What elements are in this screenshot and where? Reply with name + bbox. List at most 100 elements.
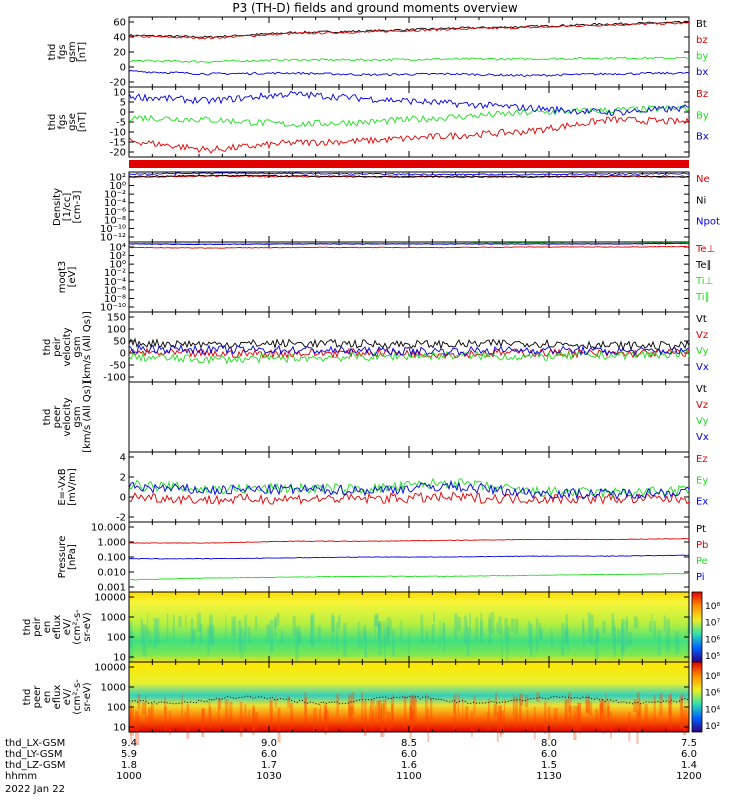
series-Bt (128, 20, 690, 39)
y-tick-label: 5 (120, 98, 126, 109)
spectrogram-texture (429, 697, 433, 720)
spectrogram-texture (498, 616, 502, 634)
y-tick-label: 10000 (94, 593, 126, 604)
series-Te⊥ (128, 245, 689, 249)
y-tick-label: 10⁻² (104, 190, 126, 201)
spectrogram-texture (292, 616, 296, 637)
spectrogram-9 (129, 662, 689, 732)
spectrogram-texture (599, 703, 602, 727)
y-tick-label: 10⁰ (109, 181, 126, 192)
spectrogram-texture (538, 622, 542, 639)
spectrogram-texture (599, 700, 603, 723)
spectrogram-texture (331, 615, 335, 632)
spectrogram-texture (384, 628, 386, 663)
y-tick-label: -15 (110, 138, 126, 149)
spectrogram-texture (610, 711, 612, 739)
spectrogram-texture (469, 613, 471, 640)
legend-Ey: Ey (696, 475, 708, 486)
spectrogram-texture (596, 631, 600, 643)
footer-value: 1130 (536, 771, 562, 782)
spectrogram-texture (320, 704, 322, 730)
spectrogram-texture (651, 613, 653, 632)
spectrogram-texture (466, 627, 470, 657)
spectrogram-texture (633, 699, 638, 712)
spectrogram-texture (275, 695, 277, 708)
spectrogram-texture (585, 630, 587, 645)
y-axis-label: gsm (67, 41, 78, 62)
spectrogram-texture (391, 704, 394, 729)
spectrogram-texture (648, 621, 652, 632)
spectrogram-texture (382, 621, 386, 646)
spectrogram-texture (425, 631, 428, 643)
footer-value: 5.9 (121, 749, 137, 760)
spectrogram-texture (360, 631, 363, 649)
spectrogram-texture (675, 631, 679, 655)
spectrogram-texture (169, 711, 171, 736)
spectrogram-texture (255, 615, 258, 631)
spectrogram-texture (499, 705, 502, 737)
spectrogram-texture (166, 613, 169, 641)
y-axis-label: fgs (57, 44, 68, 59)
series-Bx (128, 90, 690, 117)
spectrogram-texture (217, 698, 220, 732)
y-tick-label: 10² (109, 251, 126, 262)
y-tick-label: 10⁻⁸ (104, 294, 126, 305)
spectrogram-texture (197, 612, 202, 632)
footer-value: 1.5 (541, 760, 557, 771)
series-Pe (129, 572, 690, 581)
spectrogram-texture (199, 624, 203, 643)
spectrogram-texture (679, 695, 683, 729)
y-tick-label: 0 (120, 108, 126, 119)
colorbar-tick-label: 10⁷ (705, 619, 720, 629)
spectrogram-texture (363, 625, 366, 640)
series-Ni (128, 174, 690, 178)
footer-row-label: hhmm (5, 771, 38, 782)
spectrogram-texture (496, 711, 499, 743)
spectrogram-texture (378, 624, 380, 638)
footer-value: 6.0 (681, 749, 697, 760)
spectrogram-texture (408, 629, 410, 657)
spectrogram-texture (201, 708, 205, 737)
y-tick-label: 10 (113, 723, 126, 734)
spectrogram-texture (386, 711, 391, 733)
spectrogram-texture (313, 708, 317, 732)
footer-row-label: thd_LX-GSM (5, 738, 66, 749)
y-axis-label: thd (47, 114, 58, 131)
spectrogram-texture (488, 618, 492, 631)
y-tick-label: 50 (113, 337, 126, 348)
spectrogram-texture (186, 704, 190, 739)
spectrogram-texture (527, 621, 531, 647)
spectrogram-texture (348, 694, 352, 717)
spectrogram-texture (297, 631, 302, 643)
y-tick-label: 10⁻¹² (100, 233, 126, 244)
spectrogram-texture (527, 708, 529, 730)
spectrogram-texture (566, 624, 568, 647)
spectrogram-texture (386, 627, 390, 645)
spectrogram-texture (669, 702, 673, 729)
series-Vy (128, 349, 690, 365)
panel-frame-2 (128, 171, 690, 243)
legend-Ti⊥: Ti⊥ (695, 276, 713, 287)
y-axis-label: eflux (52, 685, 63, 710)
footer-value: 1.6 (401, 760, 417, 771)
spectrogram-texture (164, 697, 167, 714)
spectrogram-texture (567, 629, 569, 652)
spectrogram-texture (578, 703, 580, 732)
spectrogram-texture (392, 629, 395, 657)
legend-Ni: Ni (696, 195, 706, 206)
footer-value: 9.0 (261, 738, 277, 749)
series-Bz (128, 116, 690, 154)
legend-Ti∥: Ti∥ (695, 292, 710, 303)
spectrogram-texture (466, 620, 468, 631)
date-label: 2022 Jan 22 (5, 784, 65, 795)
footer-value: 6.0 (261, 749, 277, 760)
y-tick-label: -100 (103, 373, 126, 384)
y-tick-label: -20 (110, 78, 126, 89)
spectrogram-texture (680, 697, 683, 710)
spectrogram-texture (348, 701, 350, 723)
spectrogram-texture (427, 708, 430, 743)
spectrogram-texture (297, 626, 301, 647)
spectrogram-texture (218, 698, 222, 710)
spectrogram-texture (490, 612, 495, 634)
